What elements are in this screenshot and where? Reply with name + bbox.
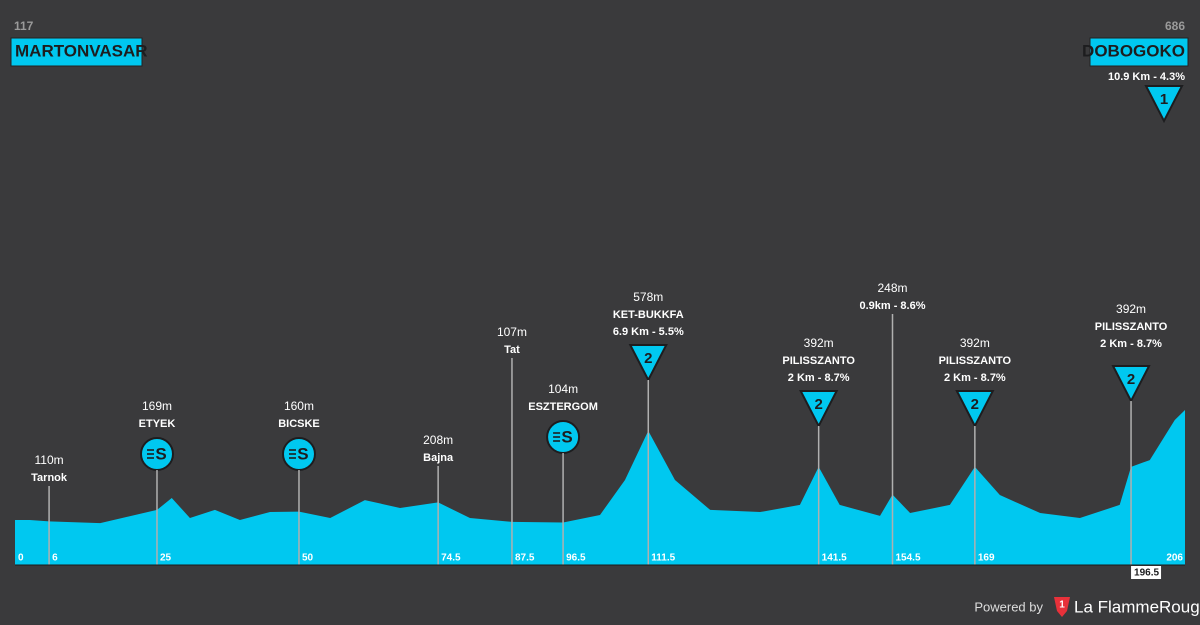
x-tick-label: 111.5: [651, 553, 675, 564]
point-name: ETYEK: [139, 418, 176, 430]
point-detail: 6.9 Km - 5.5%: [613, 326, 684, 338]
point-name: KET-BUKKFA: [613, 309, 684, 321]
x-tick-label: 87.5: [515, 553, 535, 564]
credit: Powered by: [974, 599, 1043, 614]
x-tick-label: 0: [18, 553, 24, 564]
brand-logo: [1054, 597, 1070, 617]
x-tick-label: 206: [1166, 553, 1183, 564]
point-name: Tarnok: [31, 472, 68, 484]
point-elevation: 392m: [960, 336, 990, 350]
start-elevation: 117: [14, 19, 34, 33]
tick-box: [1131, 566, 1162, 579]
point-name: BICSKE: [278, 418, 320, 430]
sprint-letter: S: [297, 444, 308, 463]
x-tick-label: 154.5: [896, 553, 921, 564]
climb-category: 2: [1127, 371, 1135, 388]
climb-badge: [628, 344, 668, 383]
point-detail: 2 Km - 8.7%: [944, 372, 1006, 384]
brand: La FlammeRouge: [1074, 597, 1200, 616]
point-detail: 2 Km - 8.7%: [788, 372, 850, 384]
point-elevation: 160m: [284, 399, 314, 413]
x-tick-label: 141.5: [822, 553, 847, 564]
sprint-letter: S: [561, 427, 572, 446]
brand-badge: 1: [1059, 600, 1065, 611]
climb-category: 2: [644, 350, 652, 367]
finish-badge: [1144, 85, 1184, 124]
point-name: PILISSZANTO: [939, 355, 1012, 367]
point-elevation: 169m: [142, 399, 172, 413]
point-elevation: 208m: [423, 433, 453, 447]
point-name: Bajna: [423, 452, 454, 464]
point-detail: 2 Km - 8.7%: [1100, 338, 1162, 350]
climb-badge: [1111, 365, 1151, 404]
point-elevation: 104m: [548, 382, 578, 396]
finish-elevation: 686: [1165, 19, 1185, 33]
point-elevation: 110m: [35, 453, 64, 467]
climb-category: 2: [814, 396, 822, 413]
start-box: [10, 37, 143, 67]
point-name: PILISSZANTO: [1095, 321, 1168, 333]
finish-category: 1: [1160, 91, 1168, 108]
climb-badge: [955, 390, 995, 429]
x-tick-label: 74.5: [441, 553, 461, 564]
start-name: MARTONVASAR: [15, 41, 148, 60]
sprint-letter: S: [155, 444, 166, 463]
finish-box: [1089, 37, 1189, 67]
x-tick-label: 6: [52, 553, 58, 564]
point-elevation: 248m: [877, 281, 907, 295]
finish-name: DOBOGOKO: [1082, 41, 1185, 60]
point-elevation: 578m: [633, 290, 663, 304]
x-tick-label: 96.5: [566, 553, 586, 564]
climb-category: 2: [971, 396, 979, 413]
point-elevation: 392m: [804, 336, 834, 350]
point-elevation: 107m: [497, 325, 527, 339]
finish-detail: 10.9 Km - 4.3%: [1108, 71, 1185, 83]
point-name: Tat: [504, 344, 520, 356]
point-name: PILISSZANTO: [782, 355, 855, 367]
x-tick-label: 25: [160, 553, 172, 564]
x-tick-label: 50: [302, 553, 314, 564]
point-elevation: 392m: [1116, 302, 1146, 316]
x-tick-label: 169: [978, 553, 995, 564]
climb-badge: [799, 390, 839, 429]
point-name: ESZTERGOM: [528, 401, 598, 413]
x-tick-label: 196.5: [1134, 568, 1159, 579]
point-detail: 0.9km - 8.6%: [859, 300, 925, 312]
